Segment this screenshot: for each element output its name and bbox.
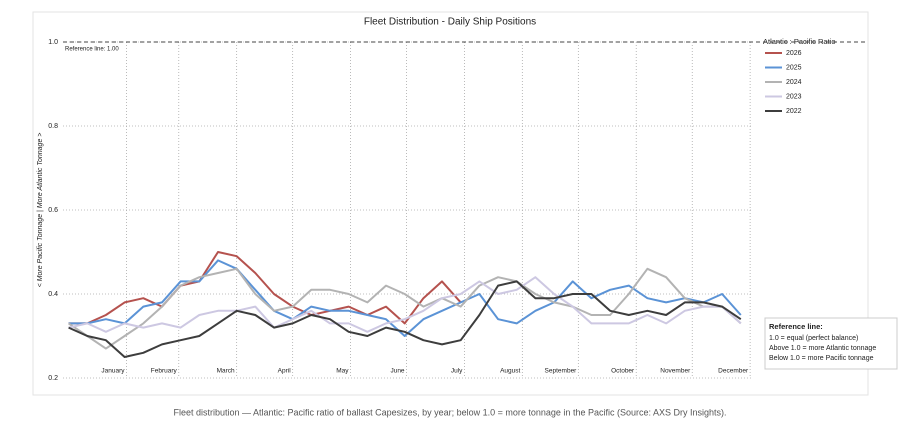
y-tick-label: 0.6 [48, 207, 58, 214]
x-tick-label: March [217, 368, 235, 375]
x-tick-label: July [451, 368, 463, 375]
x-tick-label: April [278, 368, 292, 375]
chart-card [32, 11, 869, 396]
legend-label: 2026 [786, 50, 802, 57]
note-line: Above 1.0 = more Atlantic tonnage [769, 345, 876, 352]
x-tick-label: November [660, 368, 691, 375]
legend-label: 2023 [786, 93, 802, 100]
caption: Fleet distribution — Atlantic: Pacific r… [173, 407, 726, 417]
x-tick-label: May [336, 368, 349, 375]
y-tick-label: 0.8 [48, 123, 58, 130]
x-tick-label: June [390, 368, 404, 375]
series-line [68, 251, 462, 325]
legend-label: 2025 [786, 64, 802, 71]
reference-label: Reference line: 1.00 [65, 47, 119, 53]
legend-label: 2022 [786, 108, 802, 115]
y-tick-label: 0.2 [48, 375, 58, 382]
series-line [68, 267, 742, 350]
legend-label: 2024 [786, 79, 802, 86]
chart-title: Fleet Distribution - Daily Ship Position… [364, 17, 536, 28]
x-tick-label: January [101, 368, 125, 375]
x-tick-label: February [151, 368, 178, 375]
note-box [764, 317, 898, 370]
note-title: Reference line: [769, 322, 823, 331]
y-tick-label: 1.0 [48, 39, 58, 46]
series-line [68, 280, 742, 358]
series-line [68, 276, 742, 333]
x-tick-label: October [611, 368, 635, 375]
x-tick-label: August [500, 368, 520, 375]
note-line: 1.0 = equal (perfect balance) [769, 335, 858, 342]
note-line: Below 1.0 = more Pacific tonnage [769, 355, 874, 362]
legend-title: Atlantic : Pacific Ratio [763, 37, 836, 46]
x-tick-label: September [545, 368, 578, 375]
series-line [68, 259, 742, 337]
x-tick-label: December [718, 368, 749, 375]
y-axis-label: < More Pacific Tonnage | More Atlantic T… [37, 133, 44, 288]
y-tick-label: 0.4 [48, 291, 58, 298]
